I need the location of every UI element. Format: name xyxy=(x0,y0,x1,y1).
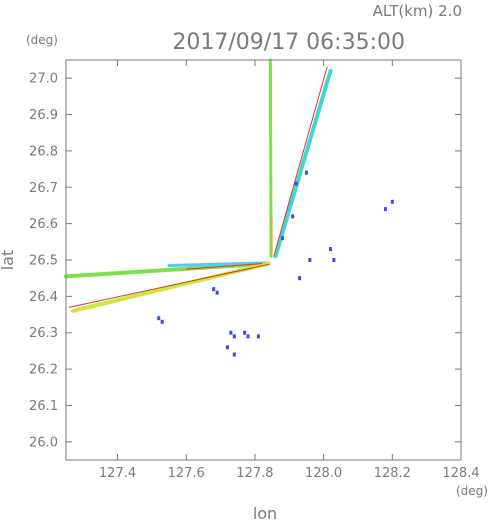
echo-point xyxy=(390,199,394,204)
echo-point xyxy=(232,334,236,339)
x-tick-label: 128.2 xyxy=(374,466,411,481)
x-axis-label: lon xyxy=(253,504,277,521)
chart-title: 2017/09/17 06:35:00 xyxy=(172,30,405,55)
y-tick-label: 26.2 xyxy=(29,363,58,378)
y-unit-label: (deg) xyxy=(26,33,58,47)
echo-point xyxy=(291,214,295,219)
y-tick-label: 26.6 xyxy=(29,217,58,232)
radial-streak xyxy=(268,58,273,258)
echo-point xyxy=(383,207,387,212)
axis-ticks: 127.4 127.6 127.8 128.0 128.2 128.4 26.0 26.1 26… xyxy=(29,60,480,481)
y-tick-label: 26.7 xyxy=(29,181,58,196)
echo-point xyxy=(332,258,336,262)
radial-streak xyxy=(68,263,270,308)
plot-frame xyxy=(65,59,462,461)
data-layer xyxy=(64,58,394,357)
radial-streak xyxy=(273,66,328,257)
echo-point xyxy=(160,319,164,324)
echo-point xyxy=(298,276,302,281)
echo-point xyxy=(232,352,236,357)
x-unit-label: (deg) xyxy=(456,484,488,498)
echo-point xyxy=(215,290,219,295)
radial-streak xyxy=(185,263,263,270)
y-tick-label: 26.5 xyxy=(29,254,58,269)
echo-point xyxy=(212,287,216,292)
echo-point xyxy=(246,334,250,339)
y-tick-label: 27.0 xyxy=(29,72,58,87)
x-tick-label: 128.4 xyxy=(442,466,479,481)
radial-streak xyxy=(273,68,333,259)
echo-point xyxy=(229,330,233,335)
echo-point xyxy=(328,247,332,252)
y-axis-label: lat xyxy=(0,250,17,271)
x-tick-label: 127.4 xyxy=(99,466,136,481)
echo-point xyxy=(225,345,229,350)
echo-point xyxy=(294,181,298,186)
radial-streak xyxy=(167,261,271,267)
altitude-label: ALT(km) 2.0 xyxy=(373,2,462,20)
echo-point xyxy=(280,236,284,241)
x-tick-label: 128.0 xyxy=(305,466,342,481)
echo-point xyxy=(157,316,161,321)
y-tick-label: 26.1 xyxy=(29,399,58,414)
echo-point xyxy=(243,330,247,335)
y-tick-label: 26.9 xyxy=(29,108,58,123)
y-tick-label: 26.4 xyxy=(29,290,58,305)
x-tick-label: 127.8 xyxy=(236,466,273,481)
y-tick-label: 26.8 xyxy=(29,144,58,159)
y-tick-label: 26.3 xyxy=(29,326,58,341)
echo-point xyxy=(304,170,308,175)
y-tick-label: 26.0 xyxy=(29,435,58,450)
x-tick-label: 127.6 xyxy=(168,466,205,481)
echo-point xyxy=(256,334,260,339)
echo-point xyxy=(308,258,312,262)
